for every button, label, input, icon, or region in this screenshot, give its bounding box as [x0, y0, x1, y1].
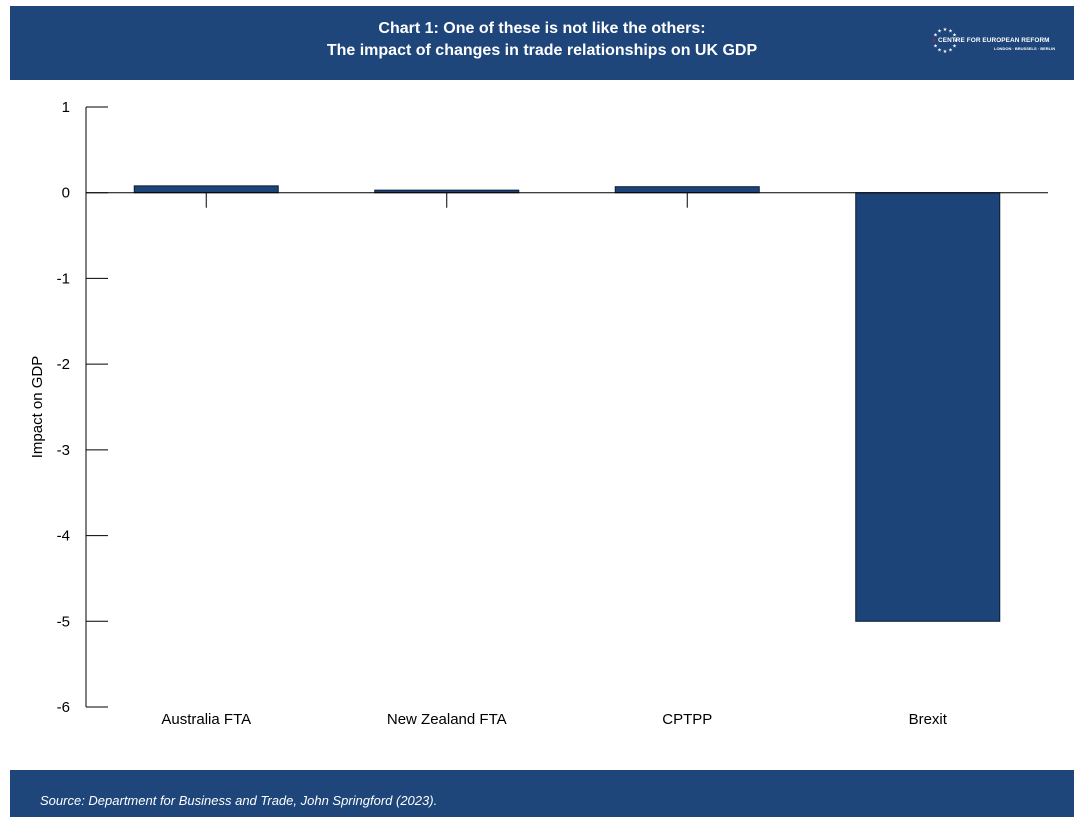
chart-title-line-2: The impact of changes in trade relations…	[326, 42, 758, 59]
bar	[133, 185, 279, 194]
bar-chart: 1 0 -1 -2 -3 -4 -5 -6 Impact on GDP Australia FTA…	[0, 80, 1074, 770]
logo-star: ★	[952, 44, 957, 50]
y-tick-label: -3	[57, 442, 70, 459]
eu-stars-circle-icon: ★★★★★★★★★ ★ ★★	[932, 27, 959, 55]
logo-star: ★	[954, 38, 959, 44]
chart-header: Chart 1: One of these is not like the ot…	[10, 6, 1074, 80]
x-tick-label: CPTPP	[662, 711, 712, 728]
chart-canvas: 1 0 -1 -2 -3 -4 -5 -6 Impact on GDP Australia FTA…	[29, 99, 1048, 728]
logo-star: ★	[948, 29, 953, 35]
x-tick-label: New Zealand FTA	[387, 711, 507, 728]
y-tick-label: -2	[57, 356, 70, 373]
source-note: Source: Department for Business and Trad…	[40, 793, 438, 808]
x-tick-label: Brexit	[909, 711, 948, 728]
logo-cities: LONDON · BRUSSELS · BERLIN	[994, 46, 1056, 51]
y-tick-label: -5	[57, 613, 70, 630]
y-tick-label: 0	[62, 185, 70, 202]
chart-title-line-1: Chart 1: One of these is not like the ot…	[378, 20, 706, 37]
logo-name: CENTRE FOR EUROPEAN REFORM	[938, 37, 1050, 44]
logo-star: ★	[933, 44, 938, 50]
chart-footer: Source: Department for Business and Trad…	[10, 770, 1074, 817]
x-tick-label: Australia FTA	[161, 711, 251, 728]
logo-star: ★	[937, 48, 942, 54]
bar	[855, 192, 1001, 622]
y-axis-title: Impact on GDP	[29, 356, 46, 459]
logo-star: ★	[933, 33, 938, 39]
y-tick-label: 1	[62, 99, 70, 116]
cer-logo: ★ ★ ★ ★ ★ ★ ★ ★ ★ ★ ★ ★ CENTRE FOR EUROPEAN REFORM …	[932, 20, 1068, 64]
logo-star: ★	[952, 33, 957, 39]
bar	[614, 186, 760, 194]
y-tick-label: -1	[57, 270, 70, 287]
logo-star: ★	[943, 27, 948, 33]
logo-star: ★	[943, 49, 948, 55]
logo-star: ★	[932, 38, 937, 44]
y-tick-label: -4	[57, 528, 70, 545]
chart-title: Chart 1: One of these is not like the ot…	[10, 18, 1074, 62]
y-tick-label: -6	[57, 699, 70, 716]
logo-star: ★	[937, 29, 942, 35]
logo-star: ★	[948, 48, 953, 54]
